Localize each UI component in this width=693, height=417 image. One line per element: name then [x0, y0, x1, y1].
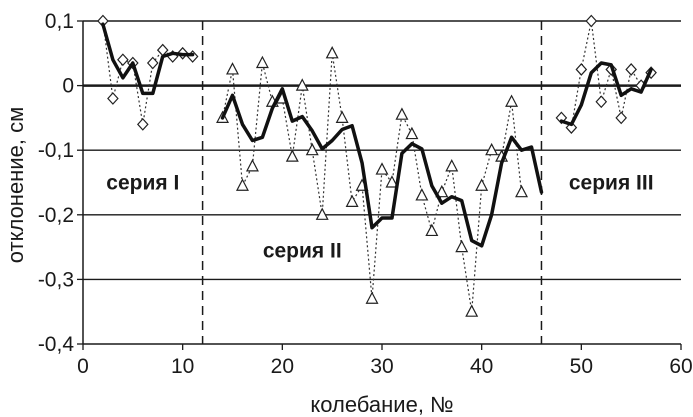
triangle-point [475, 178, 489, 191]
triangle-point [255, 55, 269, 69]
triangle-point [425, 223, 439, 237]
triangle-point [285, 149, 299, 162]
triangle-point [245, 159, 259, 172]
triangle-point [335, 110, 349, 124]
triangle-point [385, 175, 399, 188]
triangle-point [295, 78, 309, 91]
mean-series-line [559, 61, 653, 127]
x-tick-label: 30 [370, 355, 393, 378]
axes [77, 20, 682, 350]
diamond-point [146, 56, 159, 70]
grid-lines [83, 20, 681, 281]
diamond-point [117, 53, 129, 67]
x-axis-label: колебание, № [310, 392, 453, 417]
series-separators [201, 21, 543, 344]
diamond-point [585, 14, 598, 28]
series-annotation: серия II [263, 239, 342, 262]
y-tick-label: 0 [62, 75, 74, 98]
triangle-point [435, 184, 449, 198]
triangle-point [505, 94, 519, 107]
x-tick-label: 50 [570, 355, 593, 378]
diamond-series-line [102, 20, 193, 125]
x-tick-label: 10 [171, 355, 194, 378]
triangle-point [405, 126, 419, 140]
series-annotation: серия I [106, 172, 179, 195]
triangle-point [465, 304, 479, 317]
diamond-point [186, 50, 199, 63]
triangle-series-line [221, 53, 523, 312]
x-tick-label: 20 [271, 355, 294, 378]
triangle-point [395, 107, 409, 120]
diamond-point [575, 63, 588, 76]
y-tick-label: -0,2 [38, 204, 74, 227]
diamond-point [595, 95, 608, 109]
triangle-point [485, 142, 499, 156]
triangle-point [325, 46, 339, 59]
triangle-point [305, 142, 319, 156]
data-series [97, 14, 657, 317]
annotations: серия I серия II серия III [106, 172, 653, 263]
tick-labels: 0 10 20 30 40 50 60 0,1 0 -0,1 -0,2 -0,3 -0,4 [38, 10, 693, 378]
mean-series-line [220, 87, 544, 248]
triangle-point [515, 184, 529, 198]
y-tick-label: -0,1 [38, 139, 74, 162]
diamond-point [625, 63, 637, 76]
triangle-point [315, 207, 329, 220]
diamond-point [107, 92, 119, 105]
series-annotation: серия III [569, 172, 654, 195]
y-tick-label: -0,4 [38, 333, 75, 356]
diamond-series-line [560, 20, 652, 129]
triangle-point [455, 239, 469, 253]
triangle-point [415, 188, 429, 201]
triangle-point [235, 178, 249, 191]
y-axis-label: отклонение, см [3, 107, 28, 263]
mean-series-line [101, 22, 195, 96]
triangle-point [365, 291, 379, 304]
y-tick-label: -0,3 [38, 268, 74, 291]
triangle-point [345, 194, 359, 207]
y-tick-label: 0,1 [45, 10, 74, 33]
triangle-point [226, 62, 239, 75]
x-tick-label: 60 [669, 355, 692, 378]
x-tick-label: 0 [77, 355, 89, 378]
triangle-point [445, 159, 459, 172]
x-tick-label: 40 [470, 355, 493, 378]
diamond-point [615, 111, 628, 125]
triangle-point [375, 162, 389, 175]
diamond-point [136, 117, 149, 131]
